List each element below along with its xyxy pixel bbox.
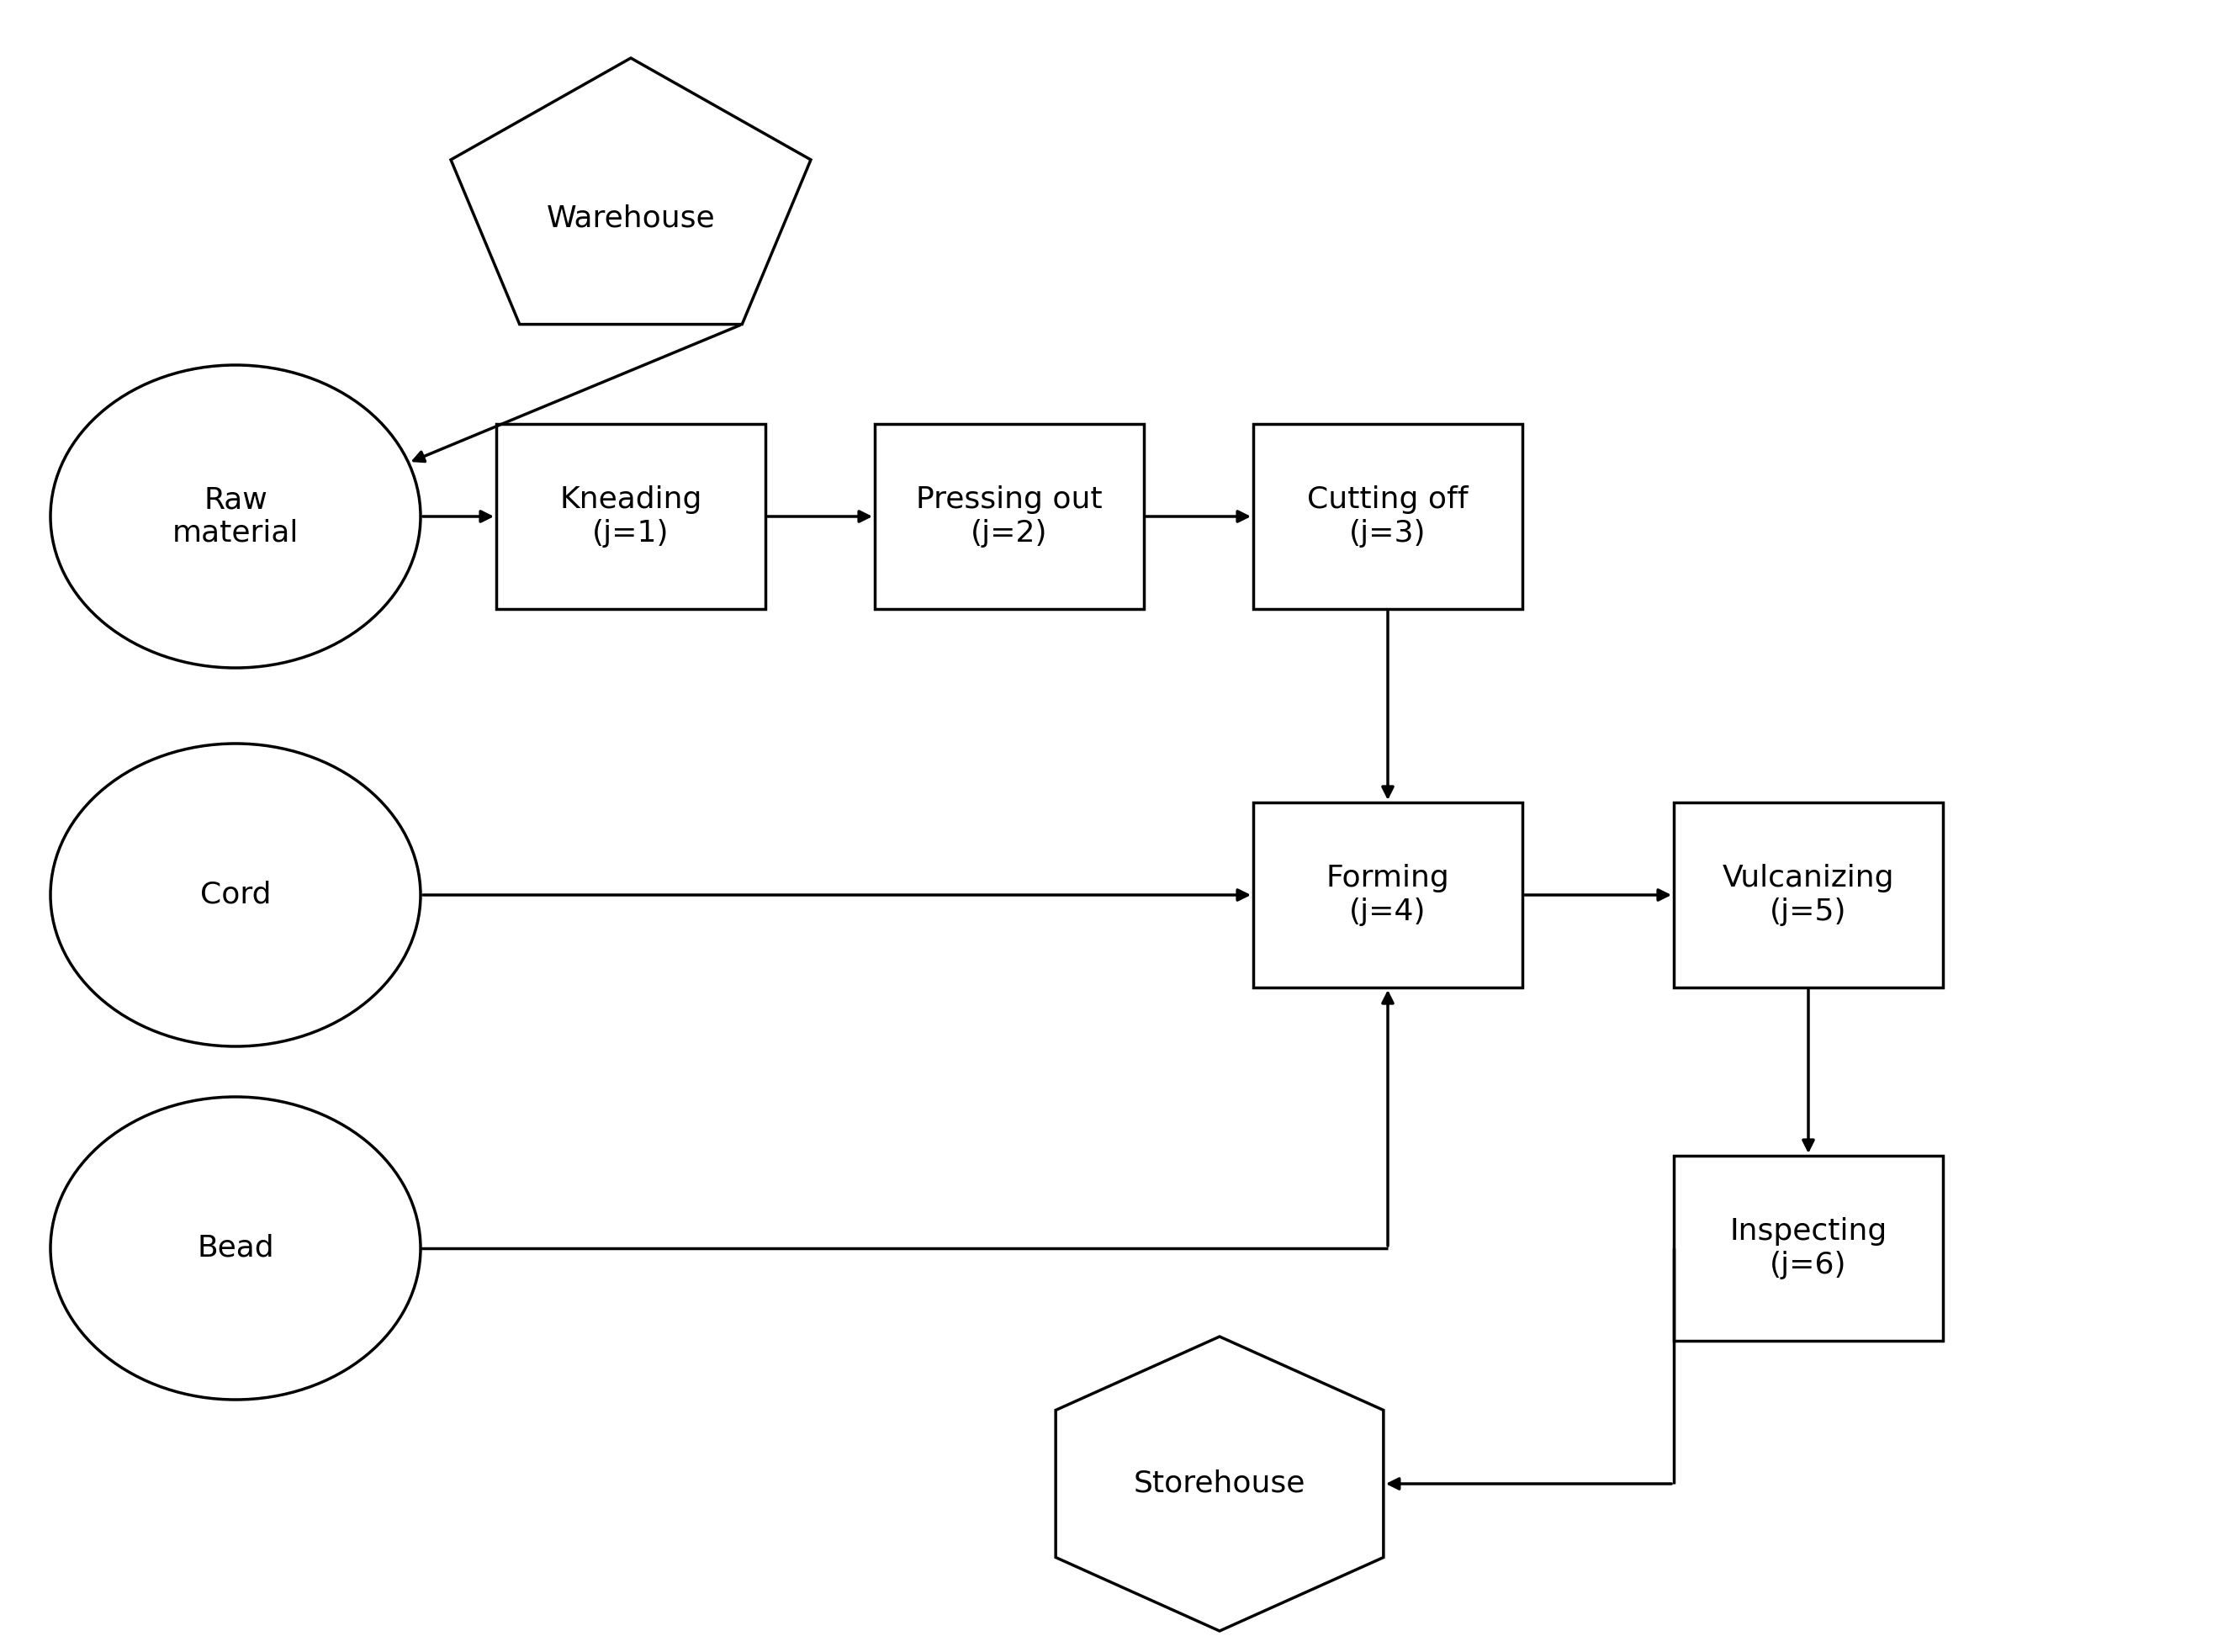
FancyBboxPatch shape: [1254, 425, 1523, 610]
FancyBboxPatch shape: [1675, 1156, 1943, 1341]
Text: Warehouse: Warehouse: [546, 203, 714, 233]
FancyBboxPatch shape: [497, 425, 766, 610]
FancyBboxPatch shape: [1254, 803, 1523, 988]
Ellipse shape: [51, 365, 421, 667]
Text: Forming
(j=4): Forming (j=4): [1325, 864, 1449, 925]
Polygon shape: [450, 58, 811, 324]
Text: Pressing out
(j=2): Pressing out (j=2): [916, 486, 1102, 547]
Text: Kneading
(j=1): Kneading (j=1): [560, 486, 703, 547]
Text: Raw
material: Raw material: [172, 486, 298, 547]
Text: Cord: Cord: [199, 881, 271, 909]
Polygon shape: [1057, 1336, 1384, 1631]
Ellipse shape: [51, 743, 421, 1046]
Text: Storehouse: Storehouse: [1133, 1470, 1305, 1498]
Text: Cutting off
(j=3): Cutting off (j=3): [1308, 486, 1469, 547]
FancyBboxPatch shape: [875, 425, 1144, 610]
Text: Bead: Bead: [197, 1234, 273, 1262]
Text: Inspecting
(j=6): Inspecting (j=6): [1729, 1218, 1887, 1279]
Text: Vulcanizing
(j=5): Vulcanizing (j=5): [1722, 864, 1894, 925]
FancyBboxPatch shape: [1675, 803, 1943, 988]
Ellipse shape: [51, 1097, 421, 1399]
